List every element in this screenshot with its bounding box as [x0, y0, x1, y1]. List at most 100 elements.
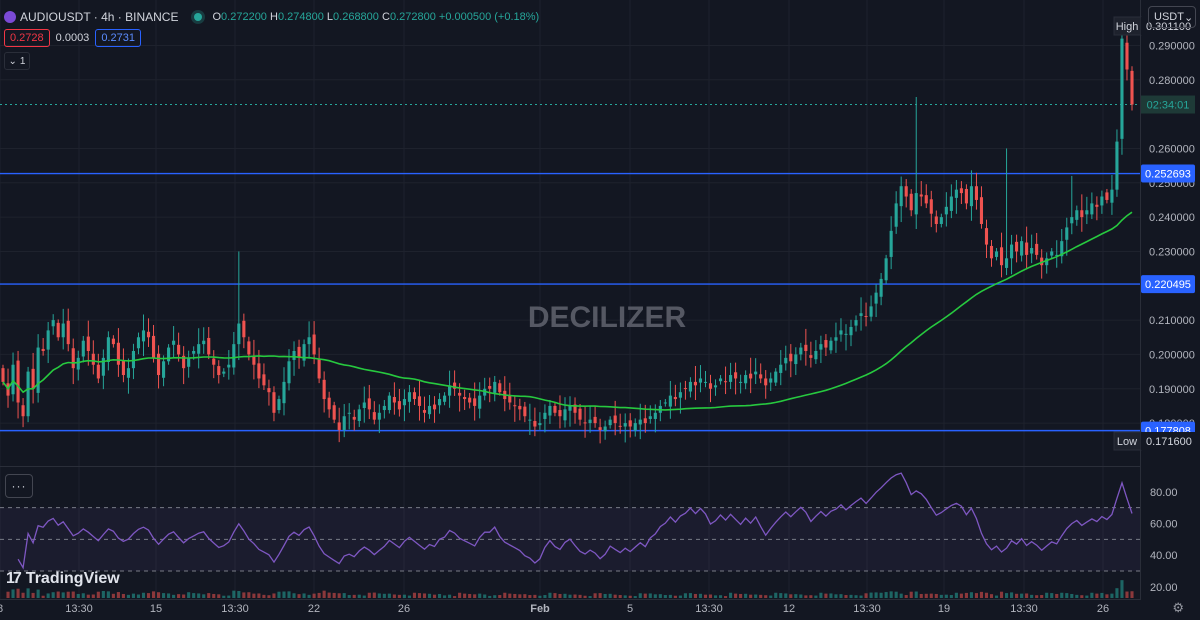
candle — [1080, 210, 1084, 218]
candle — [959, 188, 963, 194]
candle — [463, 397, 467, 400]
candle — [683, 388, 687, 390]
candle — [713, 385, 718, 388]
buy-button[interactable]: 0.2731 — [95, 29, 141, 47]
candle — [1035, 243, 1039, 255]
candle — [618, 425, 622, 427]
volume-bar — [26, 588, 30, 598]
candle — [879, 278, 883, 297]
candle — [638, 419, 642, 425]
candle — [573, 404, 577, 413]
volume-bar — [192, 593, 196, 598]
candle — [648, 416, 652, 419]
volume-bar — [959, 593, 963, 598]
volume-bar — [151, 591, 156, 598]
candle — [974, 186, 979, 200]
symbol-title[interactable]: AUDIOUSDT · 4h · BINANCE — [20, 10, 179, 24]
candle — [247, 341, 251, 355]
volume-bar — [322, 590, 326, 598]
volume-bar — [267, 595, 271, 598]
candle — [854, 320, 858, 326]
volume-bar — [307, 594, 311, 598]
volume-bar — [227, 595, 231, 598]
candle — [829, 340, 833, 351]
candle — [678, 392, 682, 398]
candle — [297, 346, 301, 358]
volume-bar — [81, 593, 85, 598]
x-tick-label: 12 — [783, 603, 795, 615]
candle — [909, 193, 913, 211]
volume-bar — [422, 593, 427, 598]
candle — [548, 405, 552, 416]
more-button[interactable]: ··· — [5, 474, 33, 498]
candle — [177, 344, 181, 355]
candle — [453, 382, 457, 389]
candle — [392, 397, 396, 403]
gear-icon[interactable]: ⚙ — [1172, 600, 1184, 615]
candle — [262, 374, 266, 386]
volume-bar — [488, 595, 492, 598]
candle — [1060, 241, 1064, 257]
low-price-label: 0.171600 — [1146, 436, 1192, 448]
volume-bar — [784, 593, 788, 598]
volume-bar — [182, 594, 186, 598]
candle — [1130, 70, 1134, 105]
indicators-toggle[interactable]: ⌄ 1 — [4, 52, 30, 70]
volume-bar — [387, 593, 391, 598]
candle — [578, 408, 582, 420]
volume-bar — [804, 595, 808, 598]
candle — [337, 422, 341, 430]
sell-button[interactable]: 0.2728 — [4, 29, 50, 47]
y-tick-label: 0.190000 — [1149, 384, 1195, 396]
volume-bar — [744, 593, 748, 598]
volume-bar — [377, 593, 381, 598]
volume-bar — [754, 594, 758, 598]
volume-bar — [824, 593, 828, 598]
volume-bar — [468, 593, 472, 598]
volume-bar — [613, 594, 617, 598]
volume-bar — [864, 593, 868, 598]
volume-bar — [106, 591, 110, 598]
volume-bar — [653, 594, 657, 598]
volume-bar — [257, 593, 261, 598]
volume-bar — [1040, 595, 1044, 598]
volume-bar — [854, 595, 858, 598]
volume-bar — [357, 594, 361, 598]
volume-bar — [508, 593, 512, 598]
volume-bar — [187, 592, 191, 598]
candle — [894, 203, 898, 227]
candle — [1075, 210, 1079, 220]
volume-bar — [141, 592, 146, 598]
candle — [688, 381, 692, 392]
volume-bar — [252, 593, 256, 598]
candle — [653, 412, 657, 419]
candle — [141, 330, 146, 342]
volume-bar — [277, 591, 281, 598]
volume-bar — [538, 595, 542, 598]
volume-bar — [874, 592, 878, 598]
price-change: +0.000500 (+0.18%) — [438, 11, 540, 23]
volume-bar — [663, 595, 667, 598]
price-axis[interactable] — [1141, 0, 1200, 600]
candle — [1, 368, 5, 382]
rsi-tick-label: 20.00 — [1150, 582, 1178, 594]
volume-bar — [297, 594, 301, 598]
candle — [1010, 244, 1014, 259]
currency-select[interactable]: USDT ⌄ — [1148, 6, 1196, 28]
volume-bar — [1125, 591, 1129, 598]
volume-bar — [31, 592, 35, 598]
candle — [493, 381, 497, 393]
volume-bar — [498, 595, 502, 598]
volume-bar — [703, 594, 708, 598]
x-tick-label: 19 — [938, 603, 950, 615]
candle — [407, 392, 411, 402]
candle — [86, 336, 90, 351]
candle — [162, 361, 166, 378]
candle — [1085, 210, 1089, 215]
tradingview-logo[interactable]: 17 TradingView — [6, 570, 120, 587]
candle — [603, 426, 607, 432]
volume-bar — [749, 594, 753, 598]
candle — [1020, 241, 1024, 256]
volume-bar — [177, 594, 181, 598]
